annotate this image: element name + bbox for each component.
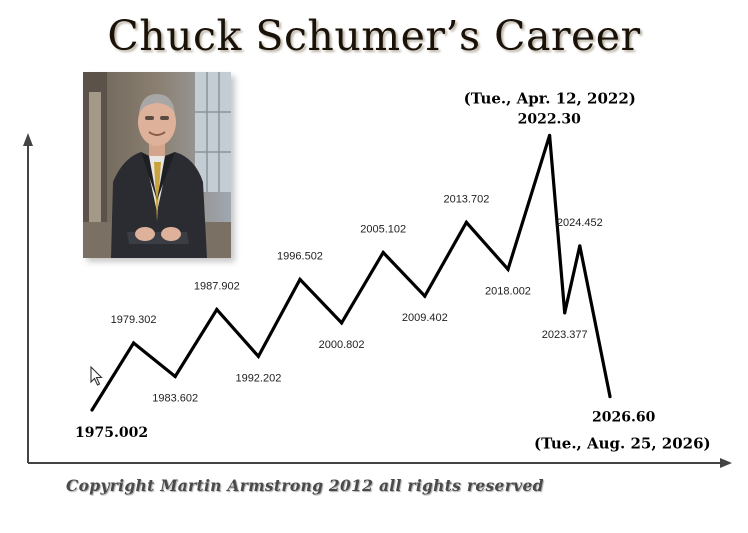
turning-point-14 <box>608 395 612 399</box>
turning-point-8 <box>423 294 427 298</box>
turning-point-label: 2018.002 <box>485 285 531 297</box>
turning-point-label: 1987.902 <box>194 281 240 293</box>
turning-point-2 <box>173 374 177 379</box>
chart-title: Chuck Schumer’s Career <box>107 12 641 60</box>
turning-point-label: 2013.702 <box>443 193 489 205</box>
end-date-label: (Tue., Aug. 25, 2026) <box>534 435 711 453</box>
turning-point-3 <box>215 307 219 312</box>
chart-axes <box>23 133 732 468</box>
turning-point-label: 2000.802 <box>319 339 365 351</box>
turning-point-9 <box>464 220 468 224</box>
copyright-notice: Copyright Martin Armstrong 2012 all righ… <box>66 476 544 495</box>
mouse-pointer-icon <box>90 366 103 386</box>
turning-point-label: 2009.402 <box>402 312 448 324</box>
peak-date-label: (Tue., Apr. 12, 2022) <box>464 89 636 107</box>
turning-point-7 <box>381 250 385 255</box>
turning-point-13 <box>578 244 582 248</box>
y-axis-arrow <box>23 133 33 146</box>
end-point-label: 2026.60 <box>592 410 656 426</box>
portrait-photo <box>83 72 231 258</box>
turning-point-4 <box>256 354 260 358</box>
turning-point-5 <box>298 277 302 281</box>
turning-point-10 <box>506 267 510 271</box>
turning-point-label: 1983.602 <box>152 393 198 405</box>
turning-point-label: 2024.452 <box>557 217 603 229</box>
turning-point-label: 1996.502 <box>277 250 323 262</box>
x-axis-arrow <box>720 458 732 468</box>
turning-point-label: 2005.102 <box>360 224 406 236</box>
turning-point-label: 1992.202 <box>235 372 281 384</box>
career-cycle-line <box>90 134 612 411</box>
peak-label: 2022.30 <box>518 111 582 127</box>
start-point-label: 1975.002 <box>75 425 148 441</box>
turning-point-0 <box>90 408 94 412</box>
turning-point-12 <box>563 311 567 315</box>
turning-point-11 <box>548 133 552 137</box>
turning-point-1 <box>132 341 136 345</box>
turning-point-label: 1979.302 <box>111 314 157 326</box>
turning-point-label: 2023.377 <box>542 329 588 341</box>
turning-point-6 <box>340 321 344 325</box>
